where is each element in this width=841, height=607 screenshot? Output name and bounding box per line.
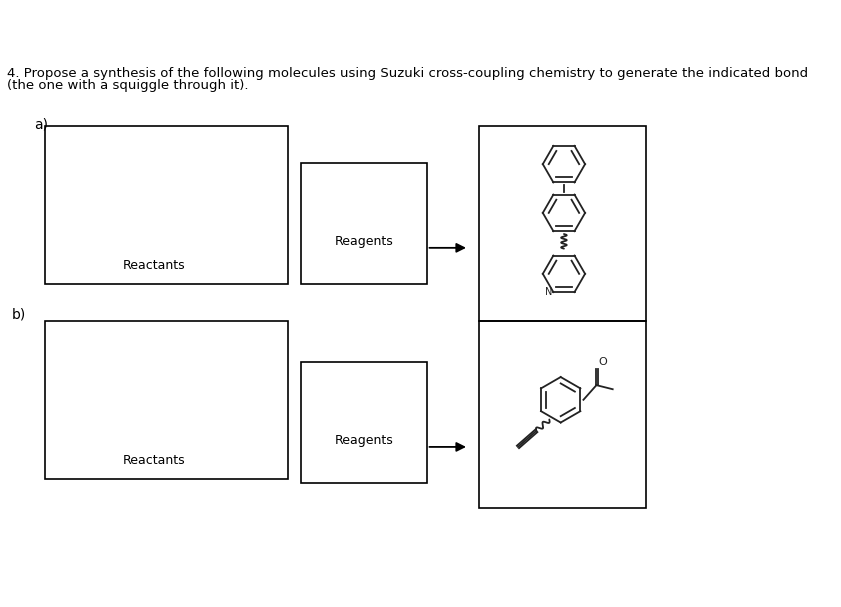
Text: b): b): [12, 308, 26, 322]
Text: 4. Propose a synthesis of the following molecules using Suzuki cross-coupling ch: 4. Propose a synthesis of the following …: [7, 67, 807, 81]
Bar: [301, 163, 426, 285]
Bar: [479, 321, 646, 508]
Text: (the one with a squiggle through it).: (the one with a squiggle through it).: [7, 79, 248, 92]
Text: Reagents: Reagents: [334, 236, 393, 248]
Text: N: N: [545, 287, 553, 297]
Bar: [301, 362, 426, 484]
Bar: [45, 321, 288, 480]
Text: Reagents: Reagents: [334, 435, 393, 447]
Text: Reactants: Reactants: [123, 259, 186, 272]
Text: Reactants: Reactants: [123, 454, 186, 467]
Text: O: O: [598, 358, 607, 367]
Bar: [45, 126, 288, 285]
Text: a): a): [34, 117, 48, 131]
Bar: [479, 126, 646, 321]
